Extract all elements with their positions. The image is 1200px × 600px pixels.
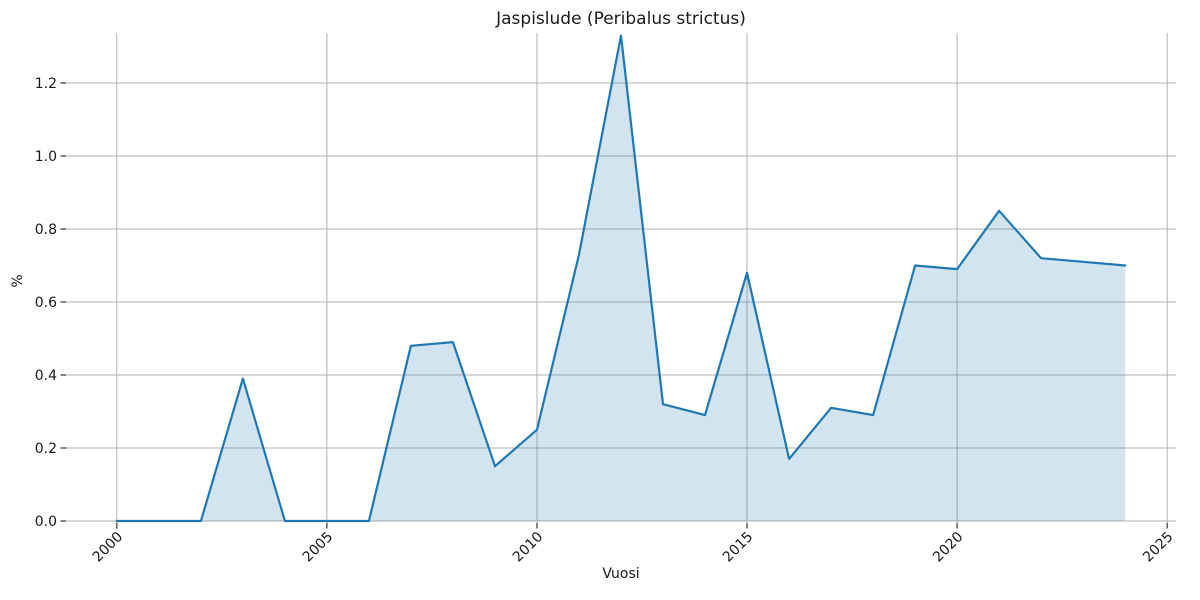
data-line: [115, 34, 1127, 523]
x-tick-label: 2010: [510, 529, 547, 566]
x-tick-label: 2015: [720, 529, 757, 566]
y-tick-label: 0.2: [35, 441, 57, 457]
y-axis-label: %: [10, 274, 26, 288]
x-tick-label: 2025: [1140, 529, 1177, 566]
chart-title: Jaspislude (Peribalus strictus): [496, 9, 746, 29]
y-tick-label: 0.4: [35, 368, 57, 384]
x-tick-label: 2000: [90, 529, 127, 566]
area-fill: [116, 35, 1126, 521]
x-axis-label: Vuosi: [602, 566, 640, 582]
y-tick-label: 0.6: [35, 295, 57, 311]
y-tick-label: 0.0: [35, 514, 57, 530]
x-tick-label: 2020: [930, 529, 967, 566]
y-tick-label: 1.0: [35, 149, 57, 165]
y-tick-label: 0.8: [35, 222, 57, 238]
x-tick-label: 2005: [300, 529, 337, 566]
y-tick-label: 1.2: [35, 76, 57, 92]
